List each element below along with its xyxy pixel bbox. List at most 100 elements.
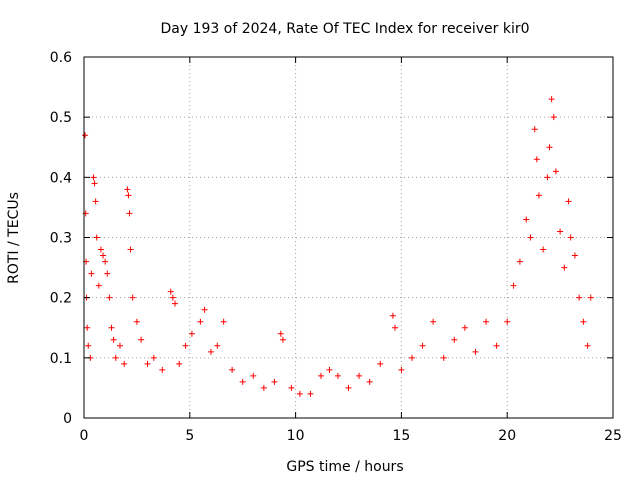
data-point <box>334 372 341 379</box>
data-point <box>461 324 468 331</box>
data-point <box>92 198 99 205</box>
data-point <box>171 300 178 307</box>
data-point <box>121 360 128 367</box>
data-point <box>108 324 115 331</box>
data-point <box>271 378 278 385</box>
data-point <box>548 96 555 103</box>
data-point <box>85 342 92 349</box>
data-point <box>317 372 324 379</box>
data-point <box>326 366 333 373</box>
data-point <box>104 270 111 277</box>
y-tick-label: 0.4 <box>50 170 72 186</box>
y-axis-label: ROTI / TECUs <box>6 192 22 284</box>
data-point <box>533 156 540 163</box>
grid-lines <box>84 57 613 418</box>
data-point <box>127 246 134 253</box>
data-point <box>377 360 384 367</box>
data-point <box>182 342 189 349</box>
data-point <box>100 252 107 259</box>
x-tick-label: 5 <box>185 428 194 444</box>
data-point <box>112 354 119 361</box>
data-point <box>144 360 151 367</box>
data-point <box>483 318 490 325</box>
data-point <box>133 318 140 325</box>
x-tick-label: 20 <box>498 428 516 444</box>
x-tick-label: 10 <box>287 428 305 444</box>
data-point <box>550 114 557 121</box>
data-point <box>523 216 530 223</box>
data-point <box>169 294 176 301</box>
data-point <box>93 234 100 241</box>
data-point <box>260 384 267 391</box>
data-point <box>472 348 479 355</box>
x-axis-label: GPS time / hours <box>286 459 403 475</box>
data-point <box>150 354 157 361</box>
data-point <box>176 360 183 367</box>
data-point <box>408 354 415 361</box>
data-point <box>430 318 437 325</box>
data-point <box>125 192 132 199</box>
y-tick-label: 0.1 <box>50 351 72 367</box>
data-point <box>419 342 426 349</box>
data-point <box>544 174 551 181</box>
data-point <box>110 336 117 343</box>
y-tick-label: 0.3 <box>50 231 72 247</box>
data-point <box>102 258 109 265</box>
data-point <box>356 372 363 379</box>
data-point <box>366 378 373 385</box>
data-point <box>207 348 214 355</box>
data-point <box>106 294 113 301</box>
data-points <box>82 96 594 397</box>
data-point <box>561 264 568 271</box>
data-point <box>126 210 133 217</box>
chart-title: Day 193 of 2024, Rate Of TEC Index for r… <box>160 21 529 37</box>
data-point <box>565 198 572 205</box>
data-point <box>571 252 578 259</box>
data-point <box>288 384 295 391</box>
x-tick-label: 0 <box>80 428 89 444</box>
y-tick-label: 0 <box>63 411 72 427</box>
data-point <box>389 312 396 319</box>
data-point <box>587 294 594 301</box>
data-point <box>229 366 236 373</box>
data-point <box>516 258 523 265</box>
data-point <box>250 372 257 379</box>
x-tick-label: 15 <box>392 428 410 444</box>
data-point <box>451 336 458 343</box>
data-point <box>188 330 195 337</box>
data-point <box>576 294 583 301</box>
data-point <box>91 180 98 187</box>
data-point <box>220 318 227 325</box>
data-point <box>345 384 352 391</box>
data-point <box>167 288 174 295</box>
data-point <box>214 342 221 349</box>
data-point <box>535 192 542 199</box>
data-point <box>277 330 284 337</box>
data-point <box>567 234 574 241</box>
data-point <box>197 318 204 325</box>
data-point <box>124 186 131 193</box>
axis-ticks: 0 5 10 15 20 25 0 0.1 0.2 0.3 0.4 0.5 0.6 <box>50 50 622 444</box>
data-point <box>129 294 136 301</box>
data-point <box>88 270 95 277</box>
data-point <box>531 126 538 133</box>
data-point <box>504 318 511 325</box>
data-point <box>584 342 591 349</box>
y-tick-label: 0.2 <box>50 291 72 307</box>
data-point <box>84 324 91 331</box>
data-point <box>90 174 97 181</box>
data-point <box>138 336 145 343</box>
data-point <box>95 282 102 289</box>
data-point <box>552 168 559 175</box>
data-point <box>97 246 104 253</box>
data-point <box>201 306 208 313</box>
data-point <box>493 342 500 349</box>
data-point <box>546 144 553 151</box>
data-point <box>307 390 314 397</box>
data-point <box>159 366 166 373</box>
data-point <box>580 318 587 325</box>
data-point <box>398 366 405 373</box>
data-point <box>279 336 286 343</box>
y-tick-label: 0.6 <box>50 50 72 66</box>
